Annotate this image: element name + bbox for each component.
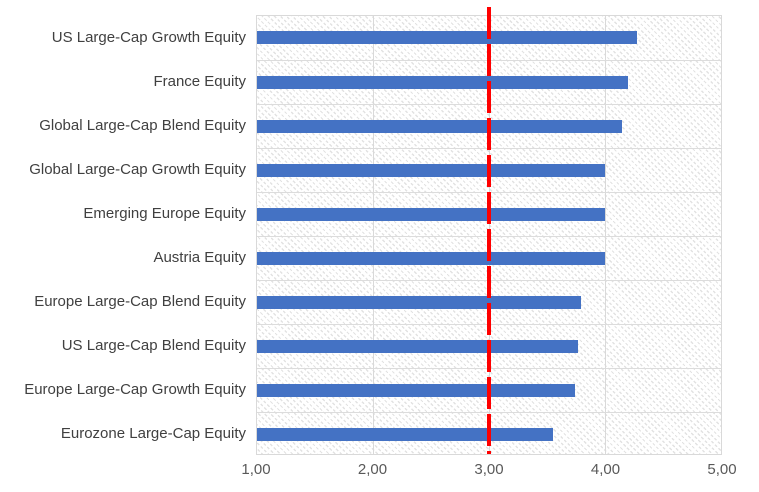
category-label: Eurozone Large-Cap Equity xyxy=(60,424,246,442)
bar[interactable] xyxy=(257,164,605,177)
x-tick-label: 1,00 xyxy=(241,461,271,478)
x-tick-label: 5,00 xyxy=(707,461,737,478)
vertical-gridline xyxy=(605,16,606,454)
bar[interactable] xyxy=(257,252,605,265)
vertical-gridline xyxy=(373,16,374,454)
category-band xyxy=(257,16,721,60)
category-label: Global Large-Cap Growth Equity xyxy=(29,160,246,178)
category-axis: US Large-Cap Growth Equity France Equity… xyxy=(0,15,246,455)
x-tick-label: 4,00 xyxy=(590,461,621,478)
category-label: France Equity xyxy=(153,72,246,90)
plot-area[interactable] xyxy=(256,7,722,455)
bar[interactable] xyxy=(257,208,605,221)
bar[interactable] xyxy=(257,120,623,133)
category-label: US Large-Cap Blend Equity xyxy=(61,336,246,354)
category-label: Global Large-Cap Blend Equity xyxy=(39,116,246,134)
category-label: Europe Large-Cap Blend Equity xyxy=(34,292,246,310)
value-axis: 1,00 2,00 3,00 4,00 5,00 xyxy=(241,461,736,485)
bar[interactable] xyxy=(257,340,579,353)
x-tick-label: 3,00 xyxy=(474,461,504,478)
reference-line[interactable] xyxy=(487,7,491,454)
bar[interactable] xyxy=(257,384,575,397)
bar[interactable] xyxy=(257,428,553,441)
bar[interactable] xyxy=(257,31,638,44)
bar[interactable] xyxy=(257,296,581,309)
bar[interactable] xyxy=(257,76,629,89)
category-label: Europe Large-Cap Growth Equity xyxy=(24,380,246,398)
category-label: US Large-Cap Growth Equity xyxy=(51,28,246,46)
bars-layer xyxy=(257,16,721,454)
x-tick-label: 2,00 xyxy=(357,461,388,478)
category-label: Emerging Europe Equity xyxy=(83,204,246,222)
category-label: Austria Equity xyxy=(153,248,246,266)
